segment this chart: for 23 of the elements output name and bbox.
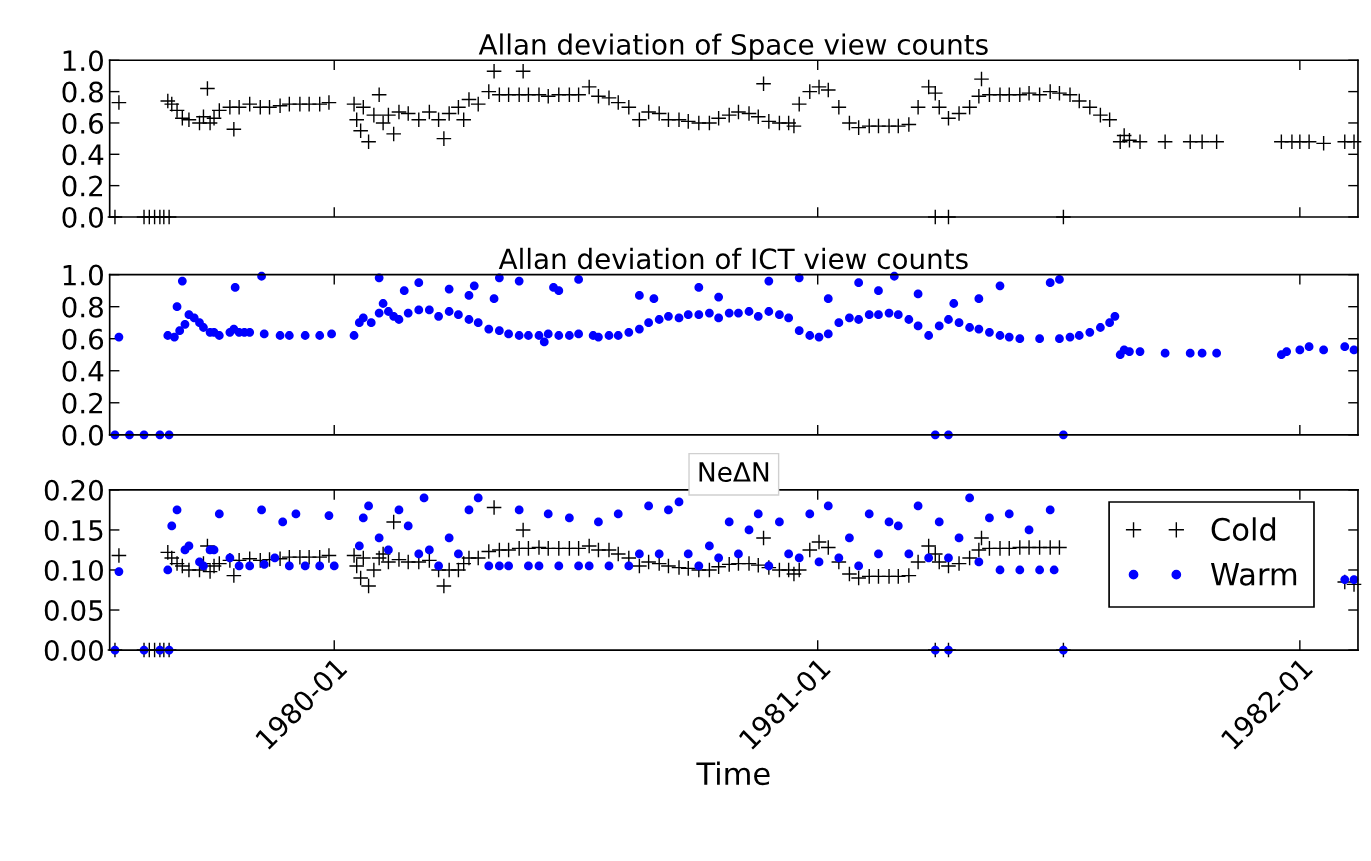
y-tick-label: 0.4 (62, 360, 104, 382)
y-tick-label: 0.05 (44, 599, 103, 621)
y-tick-label: 0.0 (62, 424, 103, 446)
y-tick-label: 1.0 (63, 264, 103, 286)
chart-title: Allan deviation of ICT view counts (498, 247, 968, 270)
y-tick-label: 0.00 (44, 639, 103, 661)
legend-label: Cold (1211, 517, 1276, 541)
y-tick-label: 0.15 (44, 519, 103, 541)
y-tick-label: 0.2 (62, 175, 103, 197)
y-tick-label: 0.2 (62, 392, 103, 414)
y-tick-label: 0.4 (62, 144, 104, 166)
chart-title: Allan deviation of Space view counts (478, 33, 988, 61)
y-tick-label: 0.0 (62, 206, 103, 228)
y-tick-label: 0.6 (62, 112, 104, 134)
x-axis-title: Time (696, 761, 770, 786)
y-tick-label: 0.6 (62, 328, 104, 350)
y-tick-label: 0.10 (44, 559, 103, 581)
chart-title: NeΔN (699, 462, 769, 482)
y-tick-label: 1.0 (63, 50, 103, 72)
legend-label: Warm (1210, 563, 1297, 586)
y-tick-label: 0.8 (62, 296, 103, 318)
y-tick-label: 0.20 (44, 479, 103, 501)
y-tick-label: 0.8 (62, 81, 103, 103)
